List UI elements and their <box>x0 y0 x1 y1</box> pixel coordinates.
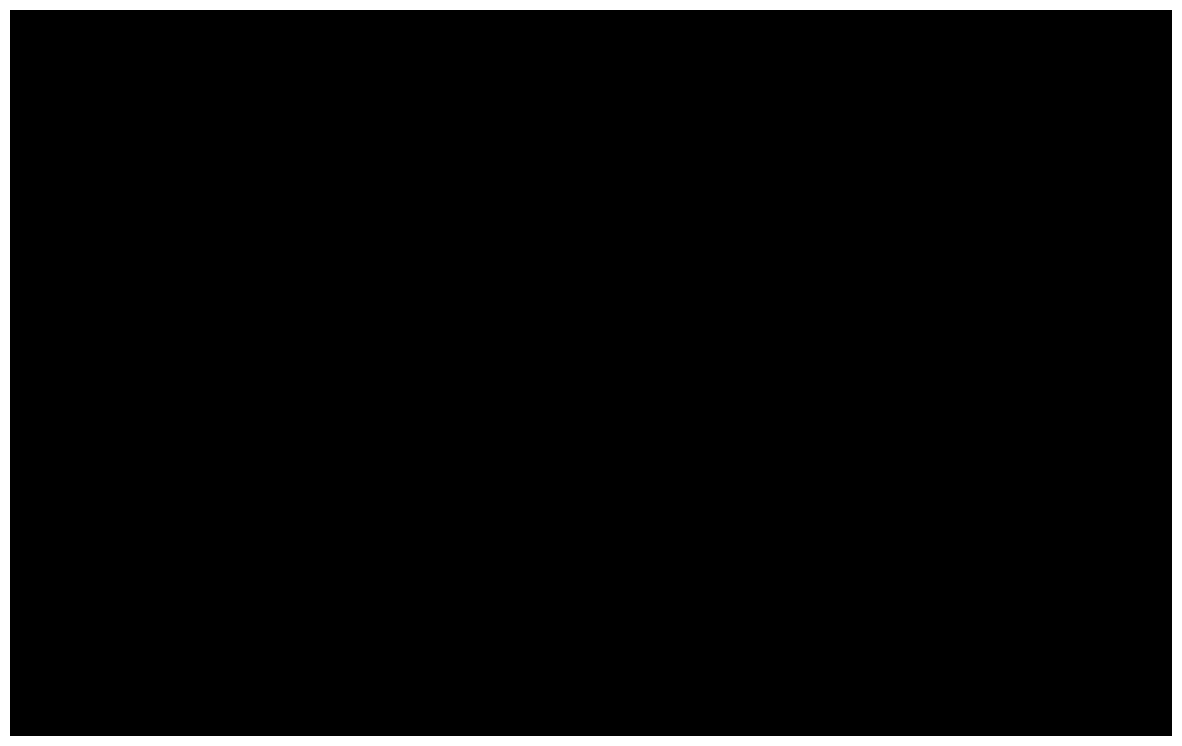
word-cloud <box>10 10 1172 736</box>
word-cloud-background <box>10 10 1172 736</box>
word-cloud-canvas <box>10 10 1172 736</box>
